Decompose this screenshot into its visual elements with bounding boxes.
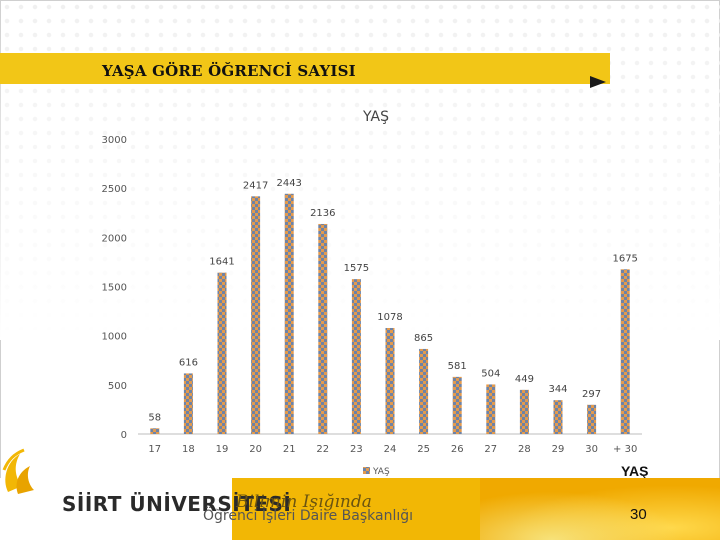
bar [620,269,630,434]
bar [150,428,160,434]
bar [217,272,227,434]
university-logo-icon [2,448,34,494]
data-label: 1575 [344,263,369,274]
legend: YAŞ [363,467,390,477]
x-tick-label: 17 [148,444,161,455]
university-name: SİİRT ÜNİVERSİTESİ [62,492,292,516]
data-label: 344 [548,384,567,395]
data-label: 1641 [209,257,234,268]
x-tick-label: 23 [350,444,363,455]
y-tick-label: 0 [121,430,127,441]
title-band [0,53,610,84]
y-tick-label: 1000 [102,332,127,343]
arrow-icon [590,76,606,88]
bar [419,348,429,434]
x-tick-label: 26 [451,444,464,455]
x-tick-label: + 30 [613,444,637,455]
data-label: 449 [515,374,534,385]
department-name: Öğrenci İşleri Daire Başkanlığı [203,508,414,524]
data-label: 297 [582,389,601,400]
data-label: 2443 [276,178,301,189]
data-label: 581 [448,361,467,372]
data-label: 504 [481,368,500,379]
bar [318,223,328,434]
data-label: 2136 [310,208,335,219]
bar-chart: YAŞ 0 500 1000 1500 2000 2500 3000 58 616 1641 24… [102,109,642,477]
y-tick-label: 1500 [102,283,127,294]
bar [251,196,261,434]
bar [284,193,294,434]
bar [587,404,597,434]
legend-label: YAŞ [372,467,390,477]
x-tick-label: 28 [518,444,531,455]
x-tick-label: 19 [216,444,229,455]
chart-title: YAŞ [362,109,389,125]
data-label: 865 [414,333,433,344]
x-tick-label: 29 [552,444,565,455]
data-label: 1078 [377,312,402,323]
university-slogan: Bilimin Işığında [236,492,372,512]
yas-corner-label: YAŞ [621,463,649,479]
data-label: 2417 [243,180,268,191]
x-tick-label: 30 [585,444,598,455]
bar [452,376,462,434]
y-tick-label: 2000 [102,233,127,244]
slide-title: YAŞA GÖRE ÖĞRENCİ SAYISI [102,62,356,80]
data-label: 616 [179,357,198,368]
bar [519,389,529,434]
y-tick-label: 2500 [102,184,127,195]
bar [553,400,563,434]
bar [183,373,193,434]
flame-decoration [480,478,720,540]
bar [351,279,361,434]
x-tick-label: 18 [182,444,195,455]
y-tick-label: 3000 [102,135,127,146]
footer-white-area [0,478,232,540]
legend-swatch [363,467,370,474]
data-label: 58 [148,412,161,423]
x-tick-label: 25 [417,444,430,455]
x-tick-label: 27 [484,444,497,455]
x-tick-label: 21 [283,444,296,455]
x-tick-label: 24 [384,444,397,455]
bar [486,384,496,434]
data-label: 1675 [612,253,637,264]
bar [385,327,395,434]
page-number: 30 [630,506,647,523]
x-tick-label: 22 [316,444,329,455]
x-tick-label: 20 [249,444,262,455]
y-tick-label: 500 [108,381,127,392]
